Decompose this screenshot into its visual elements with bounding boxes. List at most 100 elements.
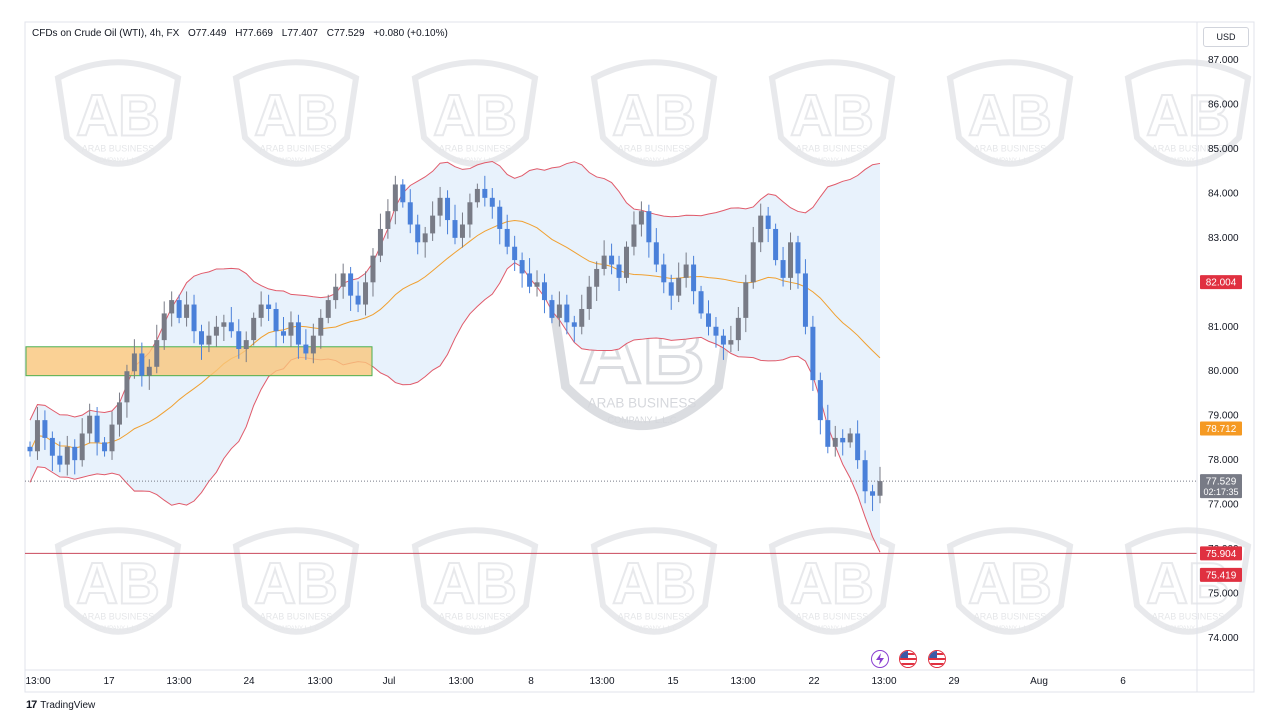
candle [251, 312, 257, 346]
candle-body [549, 300, 555, 318]
candle-body [87, 415, 93, 434]
price-tick-label: 86.000 [1208, 99, 1239, 110]
candle [176, 294, 182, 324]
brand-name: TradingView [40, 699, 96, 711]
watermark-shield-outline [232, 527, 360, 635]
us-flag-event-icon[interactable] [928, 650, 946, 668]
candle [392, 175, 398, 225]
candle [802, 259, 808, 335]
watermark-shield-icon: ARAB BUSINESS COMPANY L.L.C AB [946, 59, 1074, 167]
candle [109, 411, 115, 460]
candle-body [802, 273, 808, 327]
us-flag-event-icon[interactable] [899, 650, 917, 668]
candle [594, 261, 600, 301]
candle [42, 410, 48, 450]
candle [266, 294, 272, 321]
watermark-text: ARAB BUSINESS [796, 612, 869, 622]
candle-body [810, 326, 816, 381]
candle-body [184, 304, 190, 318]
candle-body [34, 420, 40, 452]
candle-body [385, 211, 391, 229]
tradingview-brand[interactable]: 17 TradingView [26, 699, 95, 711]
candle-body [273, 308, 279, 332]
time-tick-label: 24 [243, 676, 255, 687]
watermark-shield-icon: ARAB BUSINESS COMPANY L.L.C AB [1124, 59, 1252, 167]
candle [370, 248, 376, 297]
candle-body [415, 224, 421, 243]
candle-body [400, 184, 406, 203]
candle [385, 199, 391, 239]
watermark-subtext: COMPANY L.L.C [631, 626, 677, 632]
bollinger-lower [29, 262, 881, 553]
watermark-shield-outline [232, 59, 360, 167]
watermark-shield-outline [54, 527, 182, 635]
time-axis[interactable]: 13:00 17 13:00 24 13:00 Jul 13:00 8 13:00 15 13:00… [25, 676, 1126, 687]
watermark-letters: AB [790, 83, 874, 148]
candle-body [243, 340, 249, 349]
candle-body [79, 433, 85, 461]
candle-body [750, 242, 756, 283]
symbol-name[interactable]: CFDs on Crude Oil (WTI), 4h, FX [32, 28, 180, 39]
watermark-shield-outline [411, 527, 539, 635]
candle [646, 204, 652, 258]
candle [683, 252, 689, 288]
candle-body [295, 322, 301, 345]
watermark-shield-icon: ARAB BUSINESS COMPANY L.L.C AB [411, 527, 539, 635]
candle [94, 407, 100, 456]
candle [497, 200, 503, 245]
candle [437, 186, 443, 227]
watermark-subtext: COMPANY L.L.C [273, 158, 319, 164]
lightning-event-icon[interactable] [871, 650, 889, 668]
candle-body [392, 184, 398, 212]
candle [541, 273, 547, 314]
time-tick-label: 13:00 [25, 676, 50, 687]
candle-body [594, 268, 600, 287]
watermark-shield-outline [946, 527, 1074, 635]
candle [601, 240, 607, 276]
candle-body [407, 202, 413, 225]
candle-body [206, 335, 212, 345]
candle [825, 404, 831, 454]
candle [213, 315, 219, 347]
candle-body [870, 491, 876, 496]
candle-body [340, 273, 346, 287]
watermark-shield-icon: ARAB BUSINESS COMPANY L.L.C AB [590, 527, 718, 635]
price-tick-label: 80.000 [1208, 366, 1239, 377]
candle [422, 226, 428, 258]
currency-button[interactable]: USD [1203, 27, 1249, 47]
candle [638, 201, 644, 237]
candle [668, 274, 674, 310]
price-tick-label: 75.000 [1208, 589, 1239, 600]
candle [810, 315, 816, 392]
candle-body [743, 282, 749, 318]
time-tick-label: 13:00 [871, 676, 896, 687]
candle-body [333, 286, 339, 301]
candle [795, 235, 801, 289]
candle [832, 425, 838, 457]
candle-body [668, 282, 674, 296]
candle [169, 291, 175, 327]
candle [571, 315, 577, 343]
time-tick-label: 17 [103, 676, 115, 687]
watermark-text: ARAB BUSINESS [974, 144, 1047, 154]
watermark-subtext: COMPANY L.L.C [809, 626, 855, 632]
watermark-shield-outline [768, 59, 896, 167]
candle-body [191, 304, 197, 332]
candle-body [586, 286, 592, 309]
candle-body [213, 326, 219, 336]
candle [236, 319, 242, 359]
candle [862, 450, 868, 504]
candle [706, 300, 712, 336]
candle [482, 175, 488, 207]
candle [57, 441, 63, 473]
watermark-text: ARAB BUSINESS [618, 612, 691, 622]
legend-open: O77.449 [188, 28, 227, 39]
candle [780, 246, 786, 287]
candle [146, 359, 152, 390]
candle-body [706, 313, 712, 327]
candle [728, 325, 734, 353]
candle-body [825, 420, 831, 447]
candle-body [116, 402, 122, 425]
candle [788, 232, 794, 290]
